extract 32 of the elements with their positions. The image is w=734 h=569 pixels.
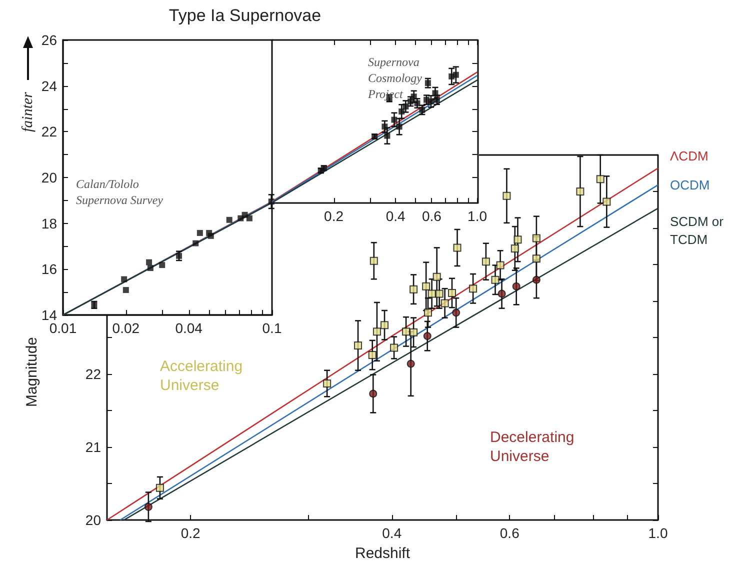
x-tick-label: 0.1	[262, 320, 282, 336]
x-tick-label: 0.04	[175, 320, 203, 336]
series-label: OCDM	[670, 177, 710, 192]
y-tick-label: 26	[41, 32, 58, 48]
x-tick-label: 0.4	[382, 525, 402, 541]
x-tick-label: 0.6	[422, 208, 442, 224]
x-tick-label: 0.02	[112, 320, 140, 336]
annotation: Calan/Tololo Supernova Survey	[76, 177, 164, 207]
annotation: Decelerating Universe	[490, 429, 578, 465]
x-tick-label: 0.2	[324, 208, 344, 224]
x-axis-title: Redshift	[354, 545, 411, 562]
y-tick-label: 22	[41, 124, 58, 140]
annotation: Accelerating Universe	[160, 358, 247, 394]
series-label: SCDM or TCDM	[670, 214, 728, 247]
y-tick-label: 18	[41, 215, 58, 232]
y-tick-label: 20	[41, 170, 58, 186]
y-tick-label: 14	[41, 307, 58, 323]
y-tick-label: 21	[85, 439, 102, 455]
x-tick-label: 0.4	[386, 208, 406, 224]
y-tick-label: 22	[85, 366, 102, 382]
y-tick-label: 16	[41, 261, 58, 278]
x-tick-label: 1.0	[468, 208, 488, 224]
y-axis-title: Magnitude	[24, 336, 40, 408]
series-label: ΛCDM	[670, 148, 708, 164]
x-tick-label: 0.2	[180, 525, 200, 541]
y-axis-title: fainter	[20, 92, 36, 132]
chart-title: Type Ia Supernovae	[168, 6, 322, 25]
x-tick-label: 0.01	[49, 320, 77, 336]
y-tick-label: 20	[85, 512, 102, 528]
y-tick-label: 24	[41, 78, 58, 94]
x-tick-label: 0.6	[500, 525, 520, 541]
x-tick-label: 1.0	[648, 525, 668, 541]
